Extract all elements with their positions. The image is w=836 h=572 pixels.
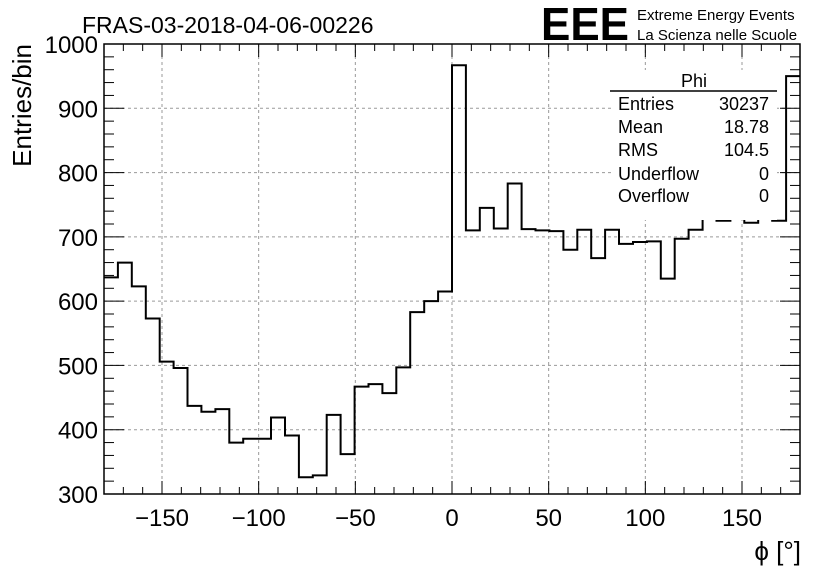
x-tick-label: −50 bbox=[335, 505, 376, 532]
y-tick-label: 600 bbox=[58, 289, 98, 316]
stats-box: Phi Entries 30237 Mean 18.78 RMS 104.5 U… bbox=[610, 70, 777, 220]
x-tick-label: 100 bbox=[625, 505, 665, 532]
stats-label-entries: Entries bbox=[618, 94, 674, 114]
stats-title: Phi bbox=[681, 71, 707, 91]
y-tick-label: 1000 bbox=[45, 32, 98, 59]
x-tick-label: −100 bbox=[232, 505, 286, 532]
y-axis-label: Entries/bin bbox=[7, 44, 37, 167]
x-tick-label: −150 bbox=[135, 505, 189, 532]
logo-line-1: Extreme Energy Events bbox=[637, 7, 795, 24]
x-tick-label: 50 bbox=[535, 505, 562, 532]
chart-title: FRAS-03-2018-04-06-00226 bbox=[82, 12, 374, 38]
stats-value-overflow: 0 bbox=[759, 186, 769, 206]
y-tick-label: 900 bbox=[58, 96, 98, 123]
x-axis-label: ϕ [°] bbox=[754, 536, 801, 566]
eee-logo: EEE bbox=[541, 0, 629, 50]
y-tick-label: 500 bbox=[58, 353, 98, 380]
logo-line-2: La Scienza nelle Scuole bbox=[637, 27, 797, 44]
x-tick-label: 150 bbox=[722, 505, 762, 532]
y-tick-label: 800 bbox=[58, 161, 98, 188]
histogram-line bbox=[104, 64, 800, 479]
y-tick-label: 400 bbox=[58, 418, 98, 445]
stats-value-mean: 18.78 bbox=[724, 117, 769, 137]
y-tick-label: 300 bbox=[58, 482, 98, 509]
stats-value-entries: 30237 bbox=[719, 94, 769, 114]
tick-labels: −150 −100 −50 0 50 100 150 300 400 500 600 700 800 90… bbox=[45, 32, 762, 532]
axis-ticks bbox=[103, 43, 801, 495]
y-tick-label: 700 bbox=[58, 225, 98, 252]
stats-label-underflow: Underflow bbox=[618, 164, 700, 184]
stats-value-rms: 104.5 bbox=[724, 140, 769, 160]
stats-label-mean: Mean bbox=[618, 117, 663, 137]
stats-label-overflow: Overflow bbox=[618, 186, 690, 206]
x-tick-label: 0 bbox=[445, 505, 458, 532]
plot-frame bbox=[103, 43, 801, 495]
stats-value-underflow: 0 bbox=[759, 164, 769, 184]
stats-label-rms: RMS bbox=[618, 140, 658, 160]
